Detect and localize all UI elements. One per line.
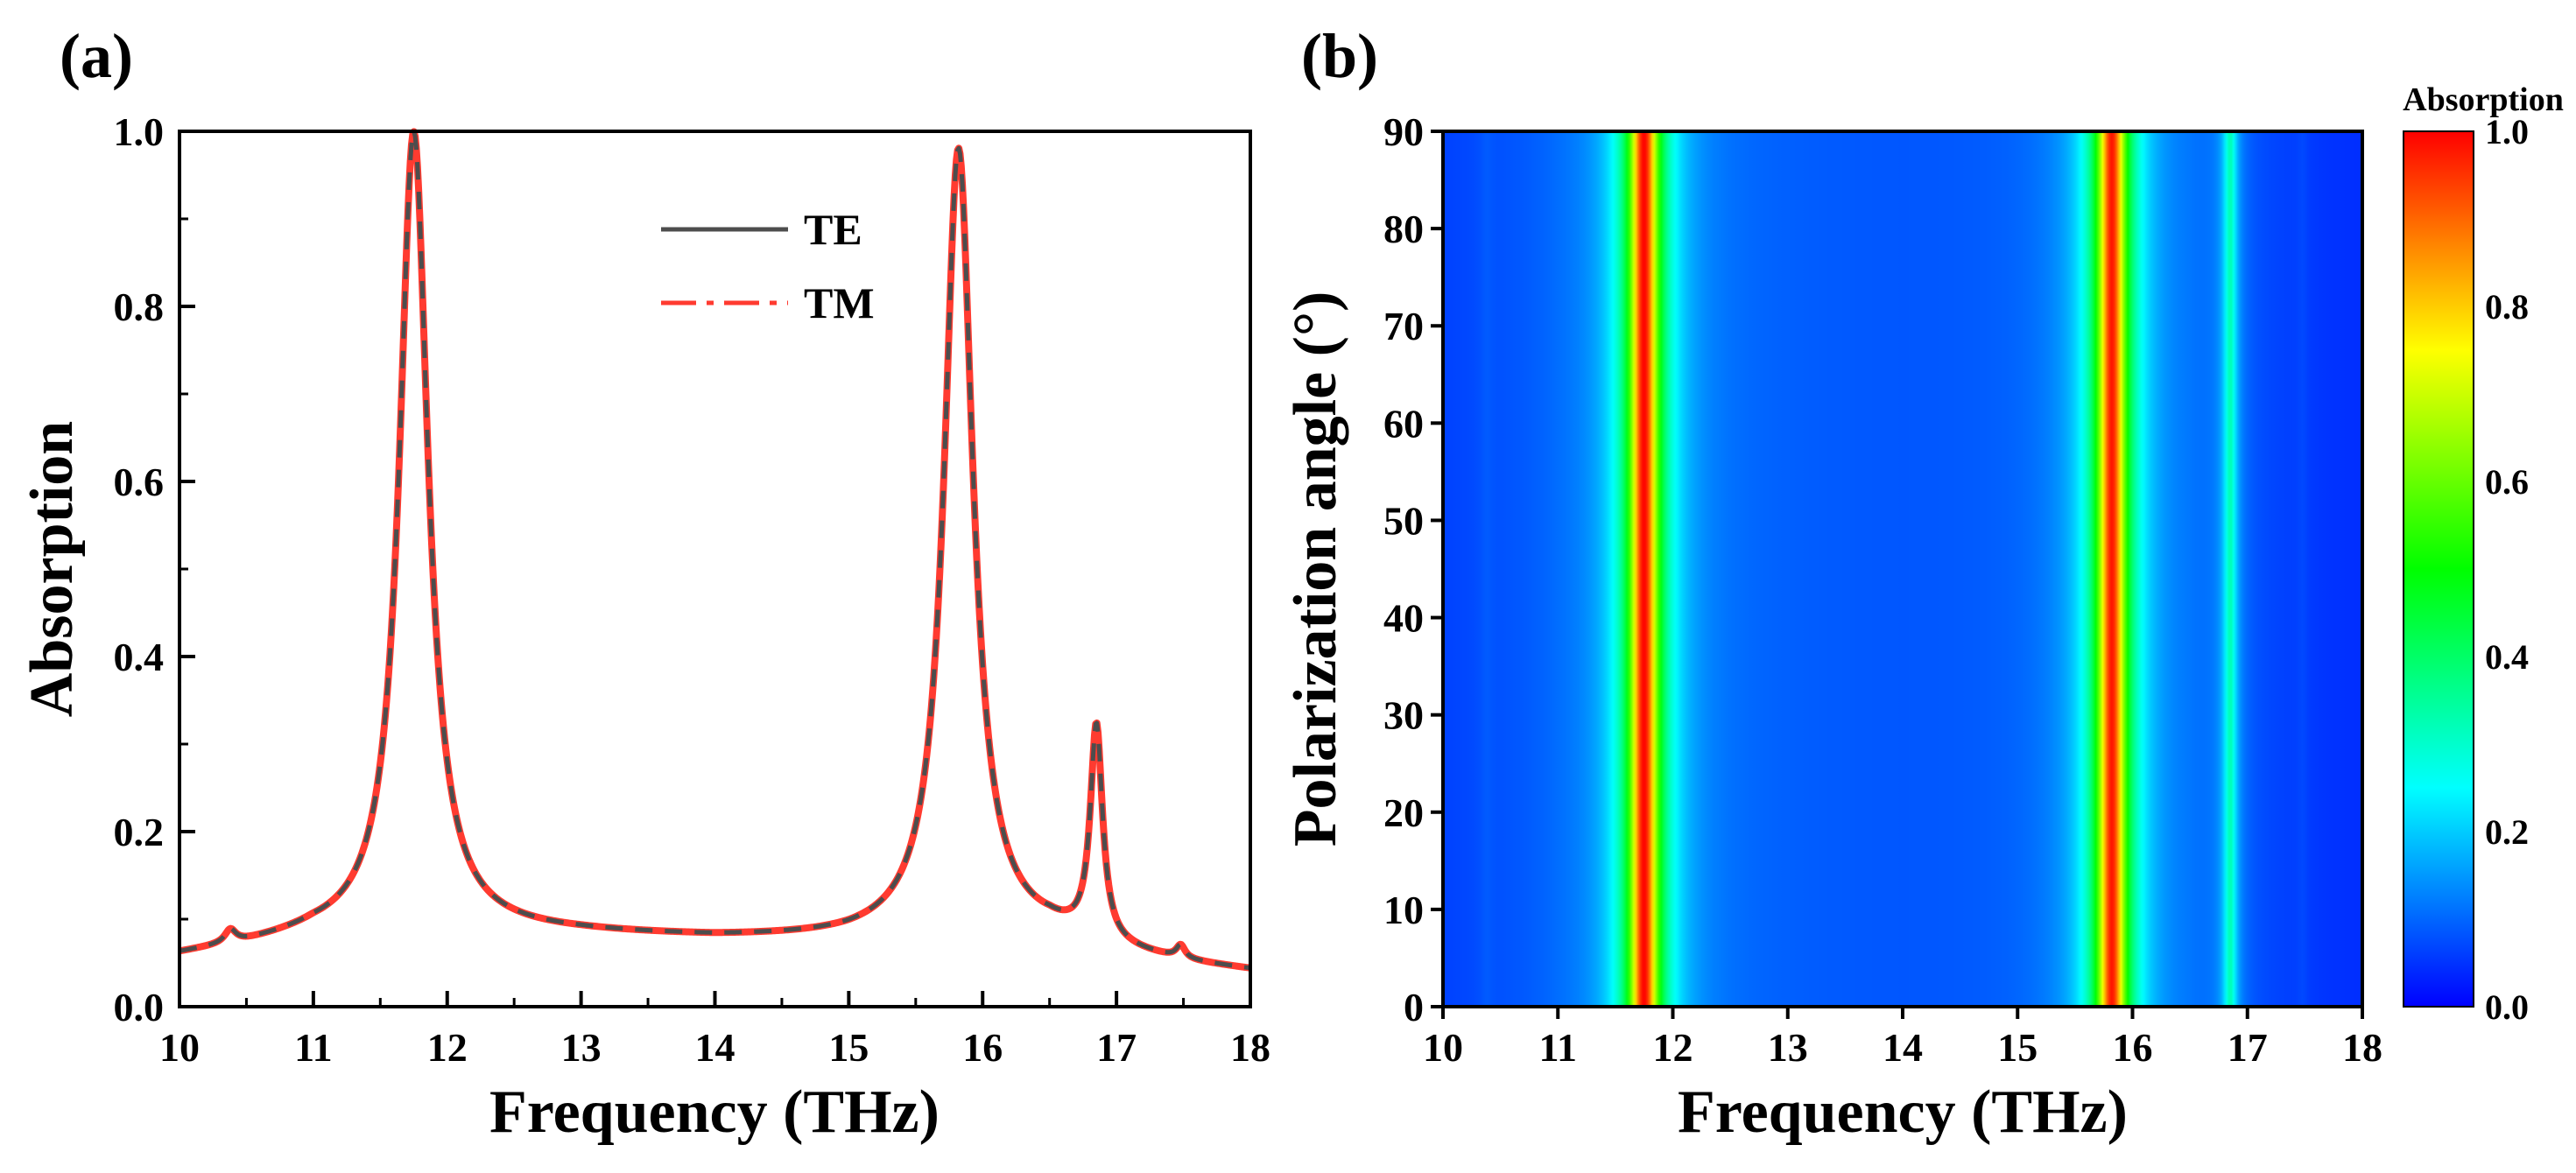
panel-a-y-tick-label: 0.0 [114, 985, 165, 1029]
panel-b-heatmap: (b) 10 11 12 13 14 15 16 17 18 01020304050607080… [1282, 21, 2564, 1146]
panel-b-x-tick-label: 17 [2228, 1025, 2268, 1070]
panel-a-x-tick-label: 18 [1230, 1025, 1270, 1070]
colorbar-tick-label: 1.0 [2485, 112, 2529, 151]
panel-a-x-axis: 10 11 12 13 14 15 16 17 18 [159, 991, 1270, 1070]
panel-b-y-tick-label: 0 [1404, 985, 1424, 1029]
panel-a-x-tick-label: 10 [159, 1025, 200, 1070]
panel-a-plot-frame [178, 130, 1252, 1008]
panel-b-x-tick-label: 15 [1997, 1025, 2038, 1070]
panel-a-x-tick-label: 15 [828, 1025, 869, 1070]
colorbar-tick-label: 0.0 [2485, 987, 2529, 1027]
panel-b-x-tick-label: 10 [1423, 1025, 1463, 1070]
colorbar-gradient [2404, 131, 2474, 1007]
panel-b-x-tick-label: 11 [1539, 1025, 1577, 1070]
panel-a-label: (a) [60, 21, 133, 91]
panel-b-x-tick-label: 16 [2113, 1025, 2153, 1070]
panel-b-y-tick-label: 50 [1383, 498, 1424, 543]
panel-a-x-tick-label: 17 [1096, 1025, 1137, 1070]
legend-tm-label: TM [804, 278, 875, 327]
panel-b-y-axis-title: Polarization angle (°) [1282, 291, 1349, 847]
panel-a-y-tick-label: 0.6 [114, 460, 165, 504]
panel-b-y-tick-label: 10 [1383, 888, 1424, 932]
panel-b-x-tick-label: 14 [1883, 1025, 1923, 1070]
panel-a-y-tick-label: 0.8 [114, 284, 165, 329]
panel-a-y-axis-title: Absorption [18, 421, 86, 717]
panel-a-x-tick-label: 12 [427, 1025, 468, 1070]
colorbar-title: Absorption [2403, 81, 2564, 118]
panel-b-x-axis-title: Frequency (THz) [1678, 1078, 2128, 1146]
colorbar-frame [2403, 130, 2474, 1008]
panel-a-x-tick-label: 13 [561, 1025, 602, 1070]
panel-b-y-tick-label: 30 [1383, 693, 1424, 738]
colorbar: Absorption 0.0 0.2 0.4 0.6 0.8 1.0 [2403, 81, 2564, 1027]
panel-a-legend: TE TM [661, 205, 875, 327]
colorbar-tick-label: 0.4 [2485, 637, 2529, 677]
panel-a-x-tick-label: 14 [695, 1025, 735, 1070]
colorbar-tick-label: 0.6 [2485, 462, 2529, 502]
panel-a-y-tick-label: 0.2 [114, 810, 165, 854]
panel-b-y-tick-label: 80 [1383, 207, 1424, 251]
panel-a-x-tick-label: 16 [962, 1025, 1003, 1070]
colorbar-ticks: 0.0 0.2 0.4 0.6 0.8 1.0 [2485, 112, 2529, 1027]
panel-b-x-tick-label: 18 [2342, 1025, 2382, 1070]
colorbar-tick-label: 0.2 [2485, 812, 2529, 852]
panel-b-y-axis: 0 10 20 30 40 50 60 70 80 90 [1383, 109, 1443, 1029]
panel-b-y-tick-label: 40 [1383, 596, 1424, 641]
panel-a-y-tick-label: 1.0 [114, 109, 165, 154]
series-te-line [178, 129, 1252, 971]
panel-a-x-tick-label: 11 [294, 1025, 332, 1070]
panel-b-x-tick-label: 12 [1653, 1025, 1693, 1070]
panel-b-x-tick-label: 13 [1768, 1025, 1808, 1070]
panel-b-y-tick-label: 70 [1383, 304, 1424, 348]
panel-b-x-axis: 10 11 12 13 14 15 16 17 18 [1423, 1007, 2382, 1070]
panel-b-y-tick-label: 20 [1383, 790, 1424, 835]
panel-b-y-tick-label: 90 [1383, 109, 1424, 154]
panel-b-heatmap-field [1443, 131, 2362, 1007]
panel-a-series [177, 128, 1253, 972]
panel-a-line-chart: (a) 10 11 12 13 14 15 16 17 18 0.0 0.2 0.4 0.6 0.8 1.… [18, 21, 1270, 1146]
panel-a-y-tick-label: 0.4 [114, 635, 165, 679]
panel-a-x-axis-title: Frequency (THz) [489, 1078, 940, 1146]
colorbar-tick-label: 0.8 [2485, 287, 2529, 327]
legend-te-label: TE [804, 205, 862, 254]
panel-b-y-tick-label: 60 [1383, 401, 1424, 446]
panel-b-label: (b) [1301, 21, 1378, 91]
panel-a-y-axis: 0.0 0.2 0.4 0.6 0.8 1.0 [114, 109, 195, 1029]
